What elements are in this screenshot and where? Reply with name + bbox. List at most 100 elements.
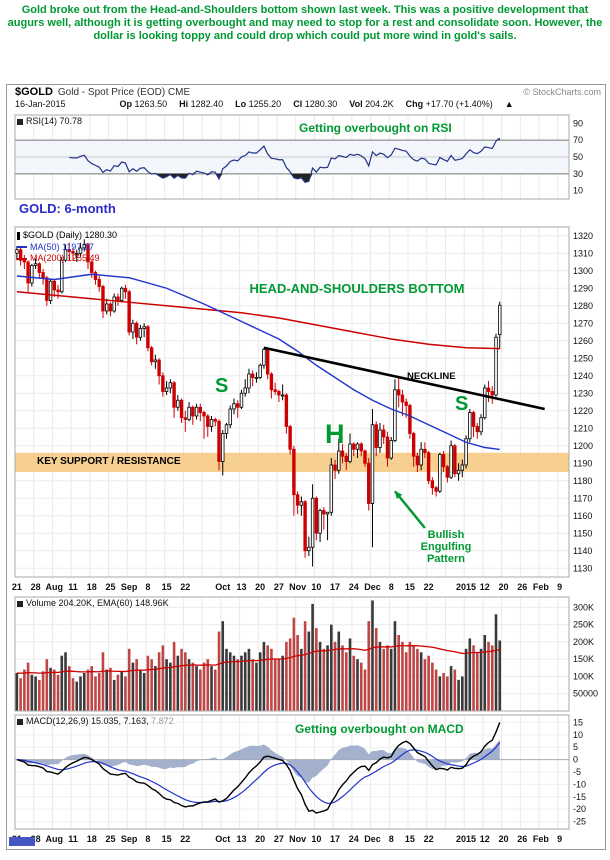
svg-text:1130: 1130 <box>573 563 592 573</box>
engulfing-annotation: Bullish Engulfing Pattern <box>420 529 472 565</box>
svg-text:300K: 300K <box>573 602 594 612</box>
svg-text:28: 28 <box>31 834 41 844</box>
svg-text:18: 18 <box>87 582 97 592</box>
svg-text:9: 9 <box>557 582 562 592</box>
ma50-legend: MA(50) 1197.87 <box>17 242 117 254</box>
svg-text:Sep: Sep <box>121 582 138 592</box>
head-label: H <box>325 419 345 449</box>
svg-text:1240: 1240 <box>573 371 593 381</box>
svg-text:9: 9 <box>557 834 562 844</box>
macd-legend: MACD(12,26,9) 15.035, 7.163, 7.872 <box>17 716 174 726</box>
svg-text:Nov: Nov <box>289 582 306 592</box>
macd-overbought-annotation: Getting overbought on MACD <box>295 722 464 736</box>
timeframe-label: GOLD: 6-month <box>19 201 116 216</box>
svg-text:Sep: Sep <box>121 834 138 844</box>
svg-text:27: 27 <box>274 582 284 592</box>
svg-text:24: 24 <box>349 582 359 592</box>
ma200-legend-text: MA(200) 1255.49 <box>30 253 100 263</box>
svg-text:18: 18 <box>87 834 97 844</box>
ma200-legend: MA(200) 1255.49 <box>17 253 117 265</box>
ma50-line-icon <box>17 246 27 249</box>
price-legend: $GOLD (Daily) 1280.30 MA(50) 1197.87 MA(… <box>17 230 117 265</box>
svg-text:26: 26 <box>517 582 527 592</box>
svg-text:1300: 1300 <box>573 266 593 276</box>
svg-text:-15: -15 <box>573 792 586 802</box>
volume-legend-icon <box>17 600 23 607</box>
svg-text:21: 21 <box>12 582 22 592</box>
svg-text:Dec: Dec <box>364 834 381 844</box>
svg-text:1270: 1270 <box>573 318 593 328</box>
svg-text:8: 8 <box>145 834 150 844</box>
quote-values: Op 1263.50 Hi 1282.40 Lo 1255.20 Cl 1280.30… <box>120 99 493 109</box>
svg-text:90: 90 <box>573 118 583 128</box>
svg-text:24: 24 <box>349 834 359 844</box>
svg-text:-5: -5 <box>573 767 581 777</box>
annotation-paragraph: Gold broke out from the Head-and-Shoulde… <box>7 4 603 42</box>
svg-text:1290: 1290 <box>573 283 593 293</box>
quote-item: Cl 1280.30 <box>293 99 338 109</box>
change-up-icon: ▲ <box>504 99 514 109</box>
svg-text:10: 10 <box>573 186 583 196</box>
svg-text:15: 15 <box>405 834 415 844</box>
svg-text:1220: 1220 <box>573 406 593 416</box>
svg-text:Feb: Feb <box>533 834 550 844</box>
svg-text:-25: -25 <box>573 817 586 827</box>
svg-text:1200: 1200 <box>573 441 593 451</box>
svg-text:150K: 150K <box>573 654 594 664</box>
copyright-label: © StockCharts.com <box>523 87 601 97</box>
svg-text:8: 8 <box>389 582 394 592</box>
quote-item: Vol 204.2K <box>349 99 394 109</box>
hs-bottom-annotation: HEAD-AND-SHOULDERS BOTTOM <box>249 281 465 296</box>
rsi-overbought-annotation: Getting overbought on RSI <box>299 121 452 135</box>
ma50-legend-text: MA(50) 1197.87 <box>30 241 94 252</box>
svg-text:Aug: Aug <box>46 834 64 844</box>
quote-item: Hi 1282.40 <box>179 99 224 109</box>
svg-text:1140: 1140 <box>573 546 592 556</box>
svg-text:250K: 250K <box>573 620 594 630</box>
svg-text:17: 17 <box>330 834 340 844</box>
svg-text:Nov: Nov <box>289 834 306 844</box>
svg-text:25: 25 <box>105 834 115 844</box>
price-legend-main: $GOLD (Daily) 1280.30 <box>17 230 117 242</box>
volume-legend: Volume 204.20K, EMA(60) 148.96K <box>17 598 169 608</box>
chart-container: 90 70 50 30 10 1130 1140 1150 1160 1170 1180 1190 12… <box>6 84 606 850</box>
svg-text:20: 20 <box>498 582 508 592</box>
ma200-line-icon <box>17 257 27 260</box>
svg-text:200K: 200K <box>573 637 594 647</box>
svg-text:12: 12 <box>480 582 490 592</box>
right-shoulder-label: S <box>455 393 469 415</box>
svg-text:1180: 1180 <box>573 476 592 486</box>
svg-text:Oct: Oct <box>215 582 230 592</box>
macd-legend-gray-text: 7.872 <box>151 716 174 726</box>
neckline-label: NECKLINE <box>407 371 456 382</box>
svg-text:1310: 1310 <box>573 248 593 258</box>
left-shoulder-label: S <box>215 375 229 397</box>
svg-text:1320: 1320 <box>573 231 593 241</box>
volume-legend-text: Volume 204.20K, EMA(60) 148.96K <box>26 598 169 608</box>
svg-text:1210: 1210 <box>573 423 593 433</box>
svg-text:28: 28 <box>31 582 41 592</box>
chart-svg: 9070503010113011401150116011701180119012… <box>12 114 598 844</box>
svg-text:5: 5 <box>573 742 578 752</box>
support-resistance-label: KEY SUPPORT / RESISTANCE <box>37 456 181 467</box>
svg-text:8: 8 <box>389 834 394 844</box>
quote-item: Op 1263.50 <box>119 99 168 109</box>
svg-text:11: 11 <box>68 834 78 844</box>
svg-text:1280: 1280 <box>573 301 593 311</box>
svg-text:15: 15 <box>573 717 583 727</box>
rsi-legend-text: RSI(14) 70.78 <box>26 116 83 126</box>
svg-text:15: 15 <box>162 834 172 844</box>
svg-text:Dec: Dec <box>364 582 381 592</box>
svg-text:10: 10 <box>311 834 321 844</box>
svg-text:25: 25 <box>105 582 115 592</box>
svg-text:50: 50 <box>573 152 583 162</box>
svg-text:22: 22 <box>424 834 434 844</box>
svg-text:1230: 1230 <box>573 388 593 398</box>
candle-icon <box>17 231 20 240</box>
svg-text:26: 26 <box>517 834 527 844</box>
svg-text:20: 20 <box>255 582 265 592</box>
svg-text:27: 27 <box>274 834 284 844</box>
quote-item: Lo 1255.20 <box>235 99 282 109</box>
svg-text:2015: 2015 <box>456 582 476 592</box>
